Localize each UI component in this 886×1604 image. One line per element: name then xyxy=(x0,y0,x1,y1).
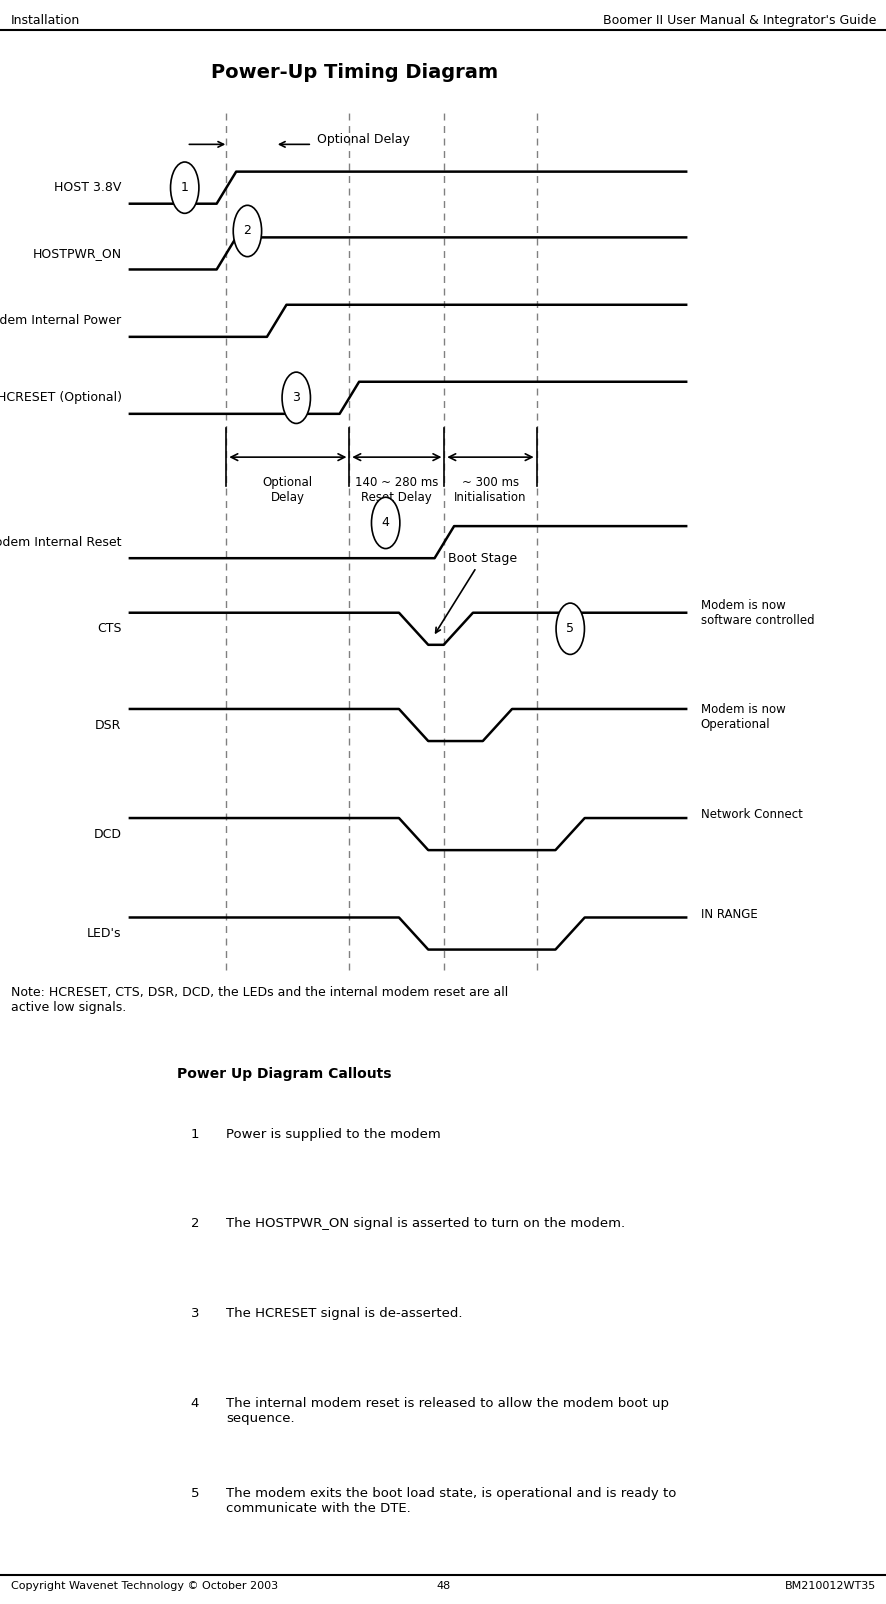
Text: 4: 4 xyxy=(381,516,389,529)
Text: Boot Stage: Boot Stage xyxy=(435,552,517,634)
Text: The modem exits the boot load state, is operational and is ready to
communicate : The modem exits the boot load state, is … xyxy=(226,1487,676,1514)
Text: 2: 2 xyxy=(244,225,251,237)
Text: 1: 1 xyxy=(190,1128,199,1140)
Text: Network Connect: Network Connect xyxy=(700,808,802,821)
Text: Modem is now
Operational: Modem is now Operational xyxy=(700,703,785,731)
Text: DSR: DSR xyxy=(95,719,121,731)
Text: Boomer II User Manual & Integrator's Guide: Boomer II User Manual & Integrator's Gui… xyxy=(602,13,875,27)
Text: LED's: LED's xyxy=(87,927,121,940)
Text: ~ 300 ms
Initialisation: ~ 300 ms Initialisation xyxy=(454,476,526,504)
Text: 5: 5 xyxy=(565,622,573,635)
Text: Power Up Diagram Callouts: Power Up Diagram Callouts xyxy=(177,1067,392,1081)
Text: Optional Delay: Optional Delay xyxy=(316,133,409,146)
Text: 3: 3 xyxy=(292,391,299,404)
Text: CTS: CTS xyxy=(97,622,121,635)
Text: 48: 48 xyxy=(436,1582,450,1591)
Text: 5: 5 xyxy=(190,1487,199,1500)
Text: 140 ~ 280 ms
Reset Delay: 140 ~ 280 ms Reset Delay xyxy=(354,476,438,504)
Circle shape xyxy=(282,372,310,423)
Text: The HCRESET signal is de-asserted.: The HCRESET signal is de-asserted. xyxy=(226,1307,462,1320)
Text: 3: 3 xyxy=(190,1307,199,1320)
Text: The HOSTPWR_ON signal is asserted to turn on the modem.: The HOSTPWR_ON signal is asserted to tur… xyxy=(226,1217,625,1230)
Circle shape xyxy=(556,603,584,654)
Text: 4: 4 xyxy=(190,1397,198,1410)
Text: Copyright Wavenet Technology © October 2003: Copyright Wavenet Technology © October 2… xyxy=(11,1582,277,1591)
Text: Modem Internal Power: Modem Internal Power xyxy=(0,314,121,327)
Text: IN RANGE: IN RANGE xyxy=(700,908,757,921)
Text: BM210012WT35: BM210012WT35 xyxy=(784,1582,875,1591)
Text: The internal modem reset is released to allow the modem boot up
sequence.: The internal modem reset is released to … xyxy=(226,1397,668,1424)
Text: Optional
Delay: Optional Delay xyxy=(262,476,313,504)
Text: HOSTPWR_ON: HOSTPWR_ON xyxy=(33,247,121,260)
Text: Installation: Installation xyxy=(11,13,80,27)
Circle shape xyxy=(170,162,198,213)
Text: Power is supplied to the modem: Power is supplied to the modem xyxy=(226,1128,440,1140)
Circle shape xyxy=(233,205,261,257)
Text: 2: 2 xyxy=(190,1217,199,1230)
Text: Note: HCRESET, CTS, DSR, DCD, the LEDs and the internal modem reset are all
acti: Note: HCRESET, CTS, DSR, DCD, the LEDs a… xyxy=(11,986,508,1014)
Text: 1: 1 xyxy=(181,181,189,194)
Circle shape xyxy=(371,497,400,549)
Text: Modem is now
software controlled: Modem is now software controlled xyxy=(700,598,813,627)
Text: HOST 3.8V: HOST 3.8V xyxy=(54,181,121,194)
Text: HCRESET (Optional): HCRESET (Optional) xyxy=(0,391,121,404)
Text: Modem Internal Reset: Modem Internal Reset xyxy=(0,536,121,549)
Text: Power-Up Timing Diagram: Power-Up Timing Diagram xyxy=(211,63,498,82)
Text: DCD: DCD xyxy=(93,828,121,840)
